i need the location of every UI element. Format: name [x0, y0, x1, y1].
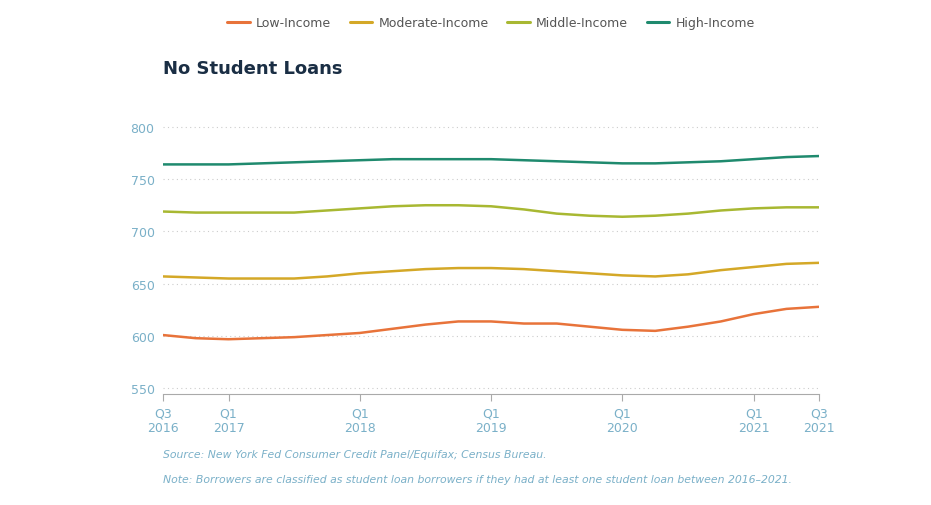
High-Income [452, 157, 464, 163]
Moderate-Income [190, 275, 201, 281]
Low-Income [617, 327, 628, 333]
Low-Income [486, 319, 497, 325]
Moderate-Income [256, 276, 267, 282]
Middle-Income [157, 209, 169, 215]
Moderate-Income [617, 273, 628, 279]
Low-Income [749, 312, 760, 318]
High-Income [551, 159, 562, 165]
Low-Income [452, 319, 464, 325]
Line: High-Income: High-Income [163, 157, 819, 165]
Middle-Income [814, 205, 825, 211]
High-Income [387, 157, 398, 163]
Line: Moderate-Income: Moderate-Income [163, 263, 819, 279]
Middle-Income [781, 205, 792, 211]
Low-Income [519, 321, 530, 327]
Middle-Income [387, 204, 398, 210]
High-Income [781, 155, 792, 161]
Middle-Income [354, 206, 365, 212]
Moderate-Income [420, 267, 431, 273]
Middle-Income [420, 203, 431, 209]
Middle-Income [486, 204, 497, 210]
Low-Income [289, 334, 300, 340]
Moderate-Income [519, 267, 530, 273]
High-Income [715, 159, 726, 165]
Middle-Income [321, 208, 332, 214]
Low-Income [814, 304, 825, 310]
Moderate-Income [715, 268, 726, 274]
Low-Income [551, 321, 562, 327]
Moderate-Income [781, 261, 792, 267]
Moderate-Income [682, 272, 694, 278]
High-Income [617, 161, 628, 167]
Middle-Income [584, 213, 595, 219]
High-Income [814, 154, 825, 160]
High-Income [584, 160, 595, 166]
High-Income [321, 159, 332, 165]
Low-Income [321, 332, 332, 338]
Middle-Income [190, 210, 201, 216]
High-Income [420, 157, 431, 163]
Middle-Income [223, 210, 235, 216]
Moderate-Income [452, 266, 464, 272]
Moderate-Income [486, 266, 497, 272]
Text: No Student Loans: No Student Loans [163, 60, 343, 78]
Low-Income [157, 332, 169, 338]
Text: Source: New York Fed Consumer Credit Panel/Equifax; Census Bureau.: Source: New York Fed Consumer Credit Pan… [163, 449, 546, 459]
Middle-Income [452, 203, 464, 209]
Middle-Income [682, 211, 694, 217]
High-Income [354, 158, 365, 164]
Middle-Income [551, 211, 562, 217]
Middle-Income [650, 213, 661, 219]
Moderate-Income [814, 260, 825, 266]
High-Income [519, 158, 530, 164]
High-Income [190, 162, 201, 168]
Low-Income [420, 322, 431, 328]
Low-Income [354, 330, 365, 336]
Low-Income [256, 335, 267, 341]
Moderate-Income [157, 274, 169, 280]
High-Income [682, 160, 694, 166]
Moderate-Income [584, 271, 595, 277]
High-Income [223, 162, 235, 168]
Middle-Income [519, 207, 530, 213]
Middle-Income [256, 210, 267, 216]
Moderate-Income [749, 265, 760, 271]
Middle-Income [749, 206, 760, 212]
Moderate-Income [354, 271, 365, 277]
High-Income [289, 160, 300, 166]
Line: Middle-Income: Middle-Income [163, 206, 819, 217]
High-Income [486, 157, 497, 163]
Middle-Income [617, 214, 628, 220]
Low-Income [781, 306, 792, 312]
High-Income [749, 157, 760, 163]
Low-Income [190, 335, 201, 341]
High-Income [157, 162, 169, 168]
Low-Income [387, 326, 398, 332]
Moderate-Income [551, 269, 562, 275]
Legend: Low-Income, Moderate-Income, Middle-Income, High-Income: Low-Income, Moderate-Income, Middle-Inco… [223, 12, 760, 35]
Low-Income [223, 336, 235, 342]
Low-Income [584, 324, 595, 330]
Moderate-Income [321, 274, 332, 280]
Moderate-Income [387, 269, 398, 275]
Moderate-Income [650, 274, 661, 280]
Middle-Income [289, 210, 300, 216]
Moderate-Income [289, 276, 300, 282]
Line: Low-Income: Low-Income [163, 307, 819, 339]
Low-Income [715, 319, 726, 325]
Low-Income [650, 328, 661, 334]
Text: Note: Borrowers are classified as student loan borrowers if they had at least on: Note: Borrowers are classified as studen… [163, 474, 792, 484]
High-Income [256, 161, 267, 167]
Middle-Income [715, 208, 726, 214]
High-Income [650, 161, 661, 167]
Moderate-Income [223, 276, 235, 282]
Low-Income [682, 324, 694, 330]
